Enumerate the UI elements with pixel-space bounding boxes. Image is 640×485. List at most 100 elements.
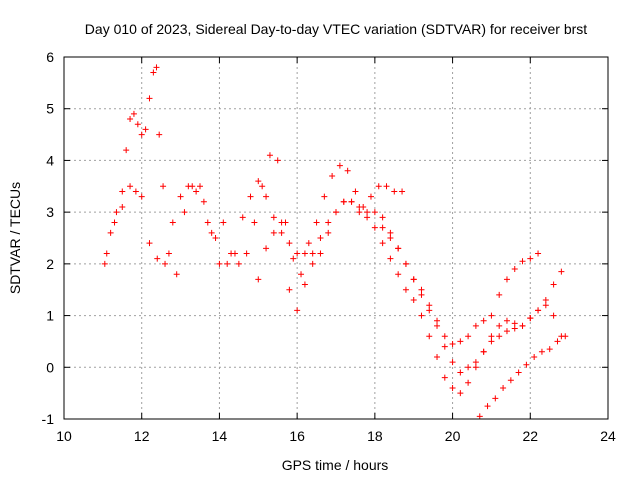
- data-point: [465, 379, 472, 386]
- data-point: [379, 224, 386, 231]
- data-point: [329, 172, 336, 179]
- data-point: [542, 302, 549, 309]
- data-point: [153, 64, 160, 71]
- series-track-e: [476, 333, 569, 420]
- data-point: [356, 209, 363, 216]
- data-point: [426, 333, 433, 340]
- data-point: [465, 364, 472, 371]
- data-point: [251, 219, 258, 226]
- x-tick-label: 14: [212, 428, 228, 444]
- data-point: [523, 361, 530, 368]
- data-point: [150, 69, 157, 76]
- data-point: [562, 333, 569, 340]
- data-point: [305, 240, 312, 247]
- data-point: [259, 183, 266, 190]
- y-tick-label: 5: [46, 101, 54, 117]
- data-point: [263, 193, 270, 200]
- data-point: [107, 229, 114, 236]
- data-point: [379, 214, 386, 221]
- data-point: [216, 260, 223, 267]
- y-tick-label: 1: [46, 308, 54, 324]
- data-point: [410, 297, 417, 304]
- data-point: [402, 260, 409, 267]
- data-point: [301, 281, 308, 288]
- data-point: [515, 369, 522, 376]
- chart-title: Day 010 of 2023, Sidereal Day-to-day VTE…: [85, 21, 587, 37]
- data-point: [472, 359, 479, 366]
- plot-frame: [63, 56, 609, 420]
- data-point: [235, 260, 242, 267]
- data-point: [426, 307, 433, 314]
- data-point: [457, 369, 464, 376]
- data-point: [364, 214, 371, 221]
- data-point: [239, 214, 246, 221]
- data-point: [321, 193, 328, 200]
- data-point: [270, 214, 277, 221]
- data-point: [371, 209, 378, 216]
- data-point: [169, 219, 176, 226]
- data-point: [263, 245, 270, 252]
- data-point: [503, 276, 510, 283]
- data-point: [476, 413, 483, 420]
- series-track-c: [255, 198, 565, 397]
- data-point: [220, 219, 227, 226]
- data-point: [309, 250, 316, 257]
- data-point: [367, 193, 374, 200]
- series-track-d: [379, 214, 565, 376]
- data-point: [441, 374, 448, 381]
- data-point: [138, 193, 145, 200]
- data-point: [313, 219, 320, 226]
- data-point: [558, 268, 565, 275]
- data-point: [503, 328, 510, 335]
- data-point: [410, 276, 417, 283]
- data-point: [488, 338, 495, 345]
- y-tick-label: 3: [46, 204, 54, 220]
- data-point: [418, 312, 425, 319]
- data-point: [325, 229, 332, 236]
- data-point: [356, 203, 363, 210]
- x-tick-label: 22: [522, 428, 538, 444]
- series-track-b: [103, 178, 542, 348]
- data-point: [488, 312, 495, 319]
- data-point: [383, 183, 390, 190]
- data-point: [395, 245, 402, 252]
- data-point: [348, 198, 355, 205]
- data-point: [204, 219, 211, 226]
- data-point: [154, 255, 161, 262]
- data-point: [208, 229, 215, 236]
- data-point: [200, 198, 207, 205]
- data-point: [441, 333, 448, 340]
- data-point: [142, 126, 149, 133]
- data-point: [496, 291, 503, 298]
- data-point: [496, 333, 503, 340]
- data-point: [185, 183, 192, 190]
- data-point: [484, 403, 491, 410]
- data-point: [224, 260, 231, 267]
- data-point: [550, 312, 557, 319]
- data-point: [132, 188, 139, 195]
- data-point: [465, 333, 472, 340]
- data-point: [457, 338, 464, 345]
- data-point: [309, 260, 316, 267]
- x-tick-label: 12: [134, 428, 150, 444]
- data-point: [325, 219, 332, 226]
- data-point: [123, 147, 130, 154]
- data-point: [270, 229, 277, 236]
- data-point: [294, 307, 301, 314]
- data-point: [134, 121, 141, 128]
- data-point: [212, 235, 219, 241]
- data-point: [387, 255, 394, 262]
- data-point: [111, 219, 118, 226]
- y-tick-label: 2: [46, 256, 54, 272]
- data-point: [472, 322, 479, 329]
- data-point: [177, 193, 184, 200]
- data-point: [418, 291, 425, 298]
- y-tick-label: 0: [46, 359, 54, 375]
- data-point: [197, 183, 203, 190]
- data-point: [434, 322, 441, 329]
- data-point: [538, 348, 545, 355]
- data-point: [527, 315, 534, 322]
- data-point: [554, 338, 561, 345]
